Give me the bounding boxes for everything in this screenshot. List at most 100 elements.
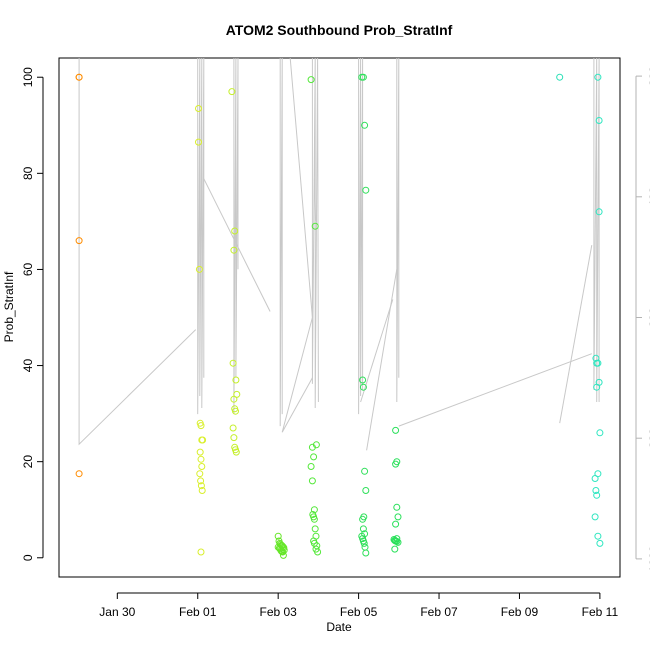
data-point: [198, 487, 206, 494]
y-tick-label: 0: [21, 554, 35, 561]
data-point: [359, 515, 367, 523]
data-point: [199, 436, 207, 444]
data-point: [274, 543, 282, 551]
data-point: [392, 520, 400, 528]
data-point: [361, 467, 369, 475]
data-point: [393, 537, 401, 545]
profile-line: [366, 269, 398, 451]
data-point: [308, 477, 316, 485]
data-point: [197, 548, 205, 556]
data-point: [311, 222, 319, 230]
chart-title: ATOM2 Southbound Prob_StratInf: [226, 22, 453, 38]
y-tick-label: 100: [21, 67, 35, 87]
x-tick-label: Feb 03: [259, 605, 297, 619]
data-point: [359, 376, 367, 384]
data-point: [591, 475, 599, 482]
data-point: [274, 532, 282, 540]
data-point: [232, 407, 239, 415]
data-point: [392, 426, 400, 434]
data-point: [596, 539, 604, 547]
profile-lines: [78, 58, 600, 451]
data-point: [394, 538, 402, 546]
data-point: [307, 463, 315, 470]
axes: 0 20 40 60 80 100 Jan 30 Feb 01 Feb 03 Feb 05 Feb …: [21, 66, 650, 619]
profile-line: [281, 58, 313, 433]
x-tick-label: Feb 07: [420, 605, 458, 619]
profile-line: [233, 58, 239, 415]
data-point: [230, 434, 238, 442]
x-axis-label: Date: [326, 620, 352, 634]
x-tick-label: Feb 09: [501, 605, 539, 619]
data-point: [228, 88, 236, 96]
data-point: [593, 383, 601, 391]
x-tick-label: Feb 11: [582, 605, 619, 619]
profile-line: [593, 58, 600, 403]
data-point: [232, 448, 240, 456]
data-point: [392, 460, 400, 468]
data-point: [310, 453, 318, 461]
right-tick-label: 1000: [647, 545, 650, 572]
y-tick-label: 40: [21, 359, 35, 373]
data-point: [307, 76, 315, 84]
data-point: [198, 463, 206, 470]
data-point: [195, 265, 203, 273]
data-point: [360, 539, 368, 547]
data-point: [361, 543, 369, 551]
right-tick-label: 400: [647, 186, 650, 206]
data-point: [230, 246, 238, 254]
profile-line: [279, 58, 283, 427]
data-point: [75, 237, 83, 245]
data-point: [362, 549, 370, 557]
y-tick-label: 20: [21, 455, 35, 469]
data-point: [279, 548, 287, 556]
profile-line: [358, 58, 364, 415]
data-point: [232, 376, 240, 384]
data-point: [229, 424, 237, 432]
profile-line: [313, 178, 317, 221]
data-points: [75, 73, 604, 559]
data-point: [359, 73, 367, 81]
data-point: [359, 525, 367, 533]
right-tick-label: 200: [647, 66, 650, 86]
data-point: [230, 395, 238, 403]
data-point: [595, 208, 603, 216]
data-point: [393, 503, 401, 511]
y-axis-label: Prob_StratInf: [2, 271, 16, 342]
data-point: [197, 482, 205, 490]
data-point: [362, 487, 370, 494]
plot-frame: [58, 57, 621, 578]
data-point: [196, 448, 204, 456]
data-point: [310, 515, 318, 523]
data-point: [596, 429, 604, 437]
profile-line: [396, 58, 400, 403]
data-point: [280, 546, 288, 554]
data-point: [593, 491, 601, 499]
data-point: [75, 470, 83, 478]
y-tick-label: 60: [21, 262, 35, 276]
data-point: [197, 477, 205, 485]
data-point: [197, 455, 205, 463]
data-point: [279, 551, 287, 559]
data-point: [594, 73, 602, 81]
data-point: [592, 487, 600, 494]
data-point: [314, 548, 322, 556]
data-point: [591, 513, 599, 521]
profile-line: [78, 58, 197, 446]
data-point: [595, 117, 603, 124]
data-point: [362, 186, 370, 194]
x-tick-label: Feb 01: [179, 605, 217, 619]
right-tick-label: 800: [647, 428, 650, 448]
profile-line: [311, 58, 319, 409]
data-point: [229, 359, 237, 367]
y-tick-label: 80: [21, 166, 35, 180]
data-point: [195, 105, 202, 112]
profile-line: [559, 245, 593, 424]
data-point: [231, 227, 239, 235]
x-tick-label: Feb 05: [340, 605, 378, 619]
data-point: [394, 513, 402, 521]
profile-line: [197, 58, 205, 415]
data-point: [556, 73, 564, 81]
x-tick-label: Jan 30: [99, 605, 135, 619]
profile-line: [360, 299, 394, 403]
